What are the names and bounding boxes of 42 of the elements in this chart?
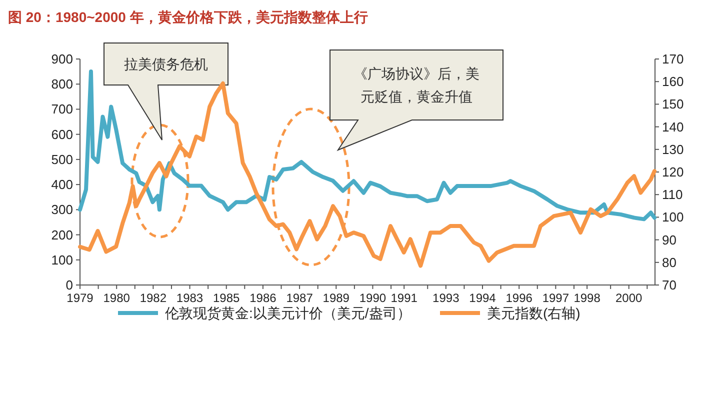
y2-tick-label: 160: [662, 74, 684, 90]
y2-tick-label: 70: [662, 278, 676, 292]
legend-label: 伦敦现货黄金:以美元计价（美元/盎司）: [165, 305, 411, 321]
y-tick-label: 0: [66, 278, 73, 292]
y-tick-label: 600: [51, 126, 73, 142]
x-tick-label: 1993: [432, 291, 460, 305]
y2-tick-label: 110: [662, 187, 683, 202]
y-tick-label: 300: [51, 202, 73, 218]
x-tick-label: 1991: [390, 291, 418, 305]
x-tick-label: 1979: [66, 291, 94, 305]
y-tick-label: 800: [51, 76, 73, 92]
x-tick-label: 1980: [103, 291, 130, 305]
y-tick-label: 400: [51, 177, 73, 192]
y2-tick-label: 100: [662, 210, 684, 225]
y2-tick-label: 170: [662, 52, 684, 66]
y2-tick-label: 140: [662, 119, 684, 134]
y-tick-label: 900: [51, 52, 73, 66]
x-tick-label: 1987: [286, 291, 314, 305]
y2-tick-label: 80: [662, 254, 676, 270]
y2-tick-label: 120: [662, 164, 684, 180]
x-tick-label: 1997: [542, 291, 570, 305]
y-tick-label: 200: [51, 227, 73, 242]
annotation: 拉美债务危机: [124, 56, 208, 72]
legend-label: 美元指数(右轴): [487, 305, 580, 321]
annotation: 《广场协议》后，美元贬值，黄金升值: [354, 65, 480, 105]
chart-title: 图 20：1980~2000 年，黄金价格下跌，美元指数整体上行: [8, 9, 368, 25]
x-tick-label: 1986: [250, 291, 277, 305]
x-tick-label: 1985: [213, 291, 240, 305]
x-tick-label: 1990: [359, 291, 386, 305]
y-tick-label: 100: [51, 252, 73, 268]
x-tick-label: 1982: [140, 291, 167, 305]
y2-tick-label: 130: [662, 142, 684, 157]
x-tick-label: 1996: [506, 291, 533, 305]
x-tick-label: 1998: [574, 291, 601, 305]
y2-tick-label: 150: [662, 96, 684, 112]
y2-tick-label: 90: [662, 232, 676, 248]
x-tick-label: 2000: [616, 291, 643, 305]
x-tick-label: 1989: [322, 291, 350, 305]
y-tick-label: 500: [51, 152, 73, 167]
x-tick-label: 1994: [469, 291, 496, 305]
x-tick-label: 1983: [176, 291, 204, 305]
y-tick-label: 700: [51, 102, 73, 117]
